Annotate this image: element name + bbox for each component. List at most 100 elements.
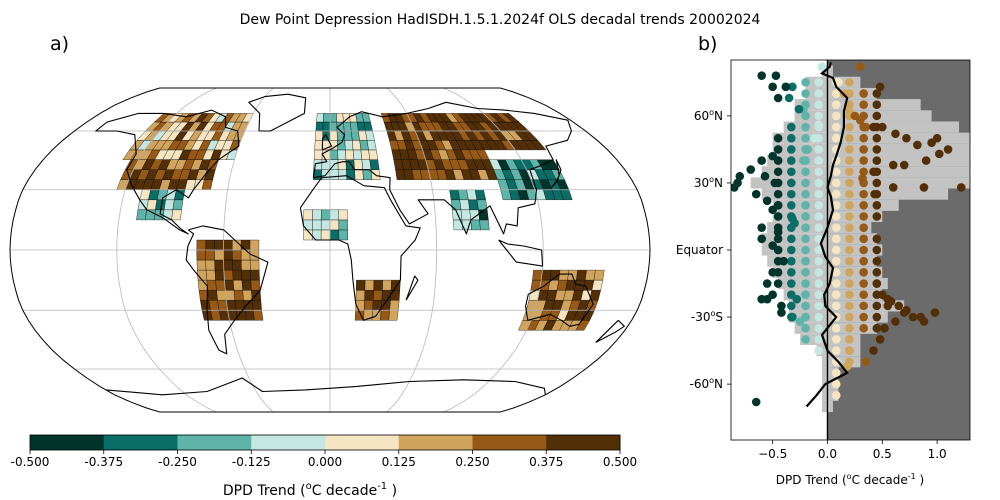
map-grid-cell	[337, 149, 347, 160]
map-grid-cell	[356, 279, 366, 291]
x-axis-label: DPD Trend (oC decade-1 )	[776, 472, 924, 487]
trend-point	[786, 245, 796, 255]
map-grid-cell	[196, 239, 206, 251]
trend-point	[731, 183, 739, 192]
trend-point	[859, 133, 868, 143]
trend-point	[773, 167, 783, 177]
trend-point	[859, 189, 868, 199]
trend-point	[831, 167, 841, 177]
trend-point	[875, 82, 885, 92]
trend-point	[927, 138, 936, 148]
trend-point	[891, 317, 900, 326]
map-grid-cell	[352, 149, 363, 160]
trend-point	[872, 256, 882, 266]
colorbar-tick-label: -0.250	[158, 455, 197, 469]
map-grid-cell	[329, 113, 337, 123]
map-grid-cell	[593, 269, 605, 281]
trend-point	[902, 306, 911, 315]
trend-point	[872, 178, 882, 188]
trend-point	[779, 256, 788, 266]
graticule	[10, 88, 650, 412]
trend-point	[786, 178, 796, 188]
y-tick-label: Equator	[676, 243, 723, 257]
trend-point	[845, 323, 854, 333]
map-grid-cell	[343, 121, 352, 132]
trend-point	[872, 234, 882, 244]
trend-point	[762, 196, 772, 206]
map-grid-cell	[225, 290, 236, 301]
trend-point	[762, 279, 772, 288]
trend-point	[858, 174, 867, 183]
trend-point	[872, 268, 882, 277]
trend-point	[845, 122, 854, 132]
map-grid-cell	[364, 290, 374, 301]
map-grid-cell	[459, 199, 470, 210]
trend-point	[814, 223, 824, 232]
map-grid-cell	[558, 269, 570, 281]
trend-point	[801, 78, 810, 87]
coastline	[498, 239, 544, 267]
trend-point	[872, 301, 882, 311]
trend-point	[814, 279, 824, 288]
trend-point	[768, 82, 777, 92]
map-grid-cell	[355, 290, 366, 301]
map-grid-cell	[205, 259, 216, 271]
trend-point	[814, 212, 824, 221]
colorbar-segment	[398, 435, 473, 450]
trend-point	[935, 149, 944, 159]
map-grid-cell	[197, 269, 207, 281]
trend-point	[757, 294, 766, 304]
trend-point	[801, 245, 810, 255]
coastline	[405, 275, 419, 301]
trend-point	[845, 312, 854, 322]
trend-point	[845, 189, 854, 199]
trend-point	[831, 200, 841, 210]
trend-point	[831, 212, 841, 221]
x-axis-label-close: )	[916, 473, 925, 487]
trend-point	[786, 200, 796, 210]
trend-point	[891, 129, 900, 139]
map-grid-cell	[214, 269, 225, 281]
x-tick-label: 1.0	[928, 447, 947, 461]
trend-point	[794, 104, 804, 114]
colorbar-tick-label: 0.500	[603, 455, 637, 469]
map-grid-cell	[355, 300, 365, 311]
map-grid-cell	[214, 259, 224, 271]
trend-point	[814, 323, 824, 333]
map-grid-cell	[242, 290, 253, 301]
zonal-range-band	[821, 367, 839, 379]
colorbar-label-deg: o	[306, 481, 312, 492]
map-grid-cell	[329, 219, 339, 231]
trend-point	[801, 178, 810, 188]
trend-point	[777, 308, 786, 317]
coastline	[525, 273, 594, 327]
map-grid-cell	[232, 249, 242, 261]
colorbar-segment	[30, 435, 105, 450]
map-grid-cell	[591, 279, 604, 291]
trend-point	[814, 156, 824, 165]
map-grid-cell	[315, 121, 324, 132]
map-grid-cell	[223, 249, 233, 261]
map-grid-cell	[382, 279, 392, 291]
coastline	[321, 134, 333, 151]
trend-point	[814, 189, 824, 199]
map-grid-cell	[320, 229, 331, 241]
trend-point	[845, 145, 854, 154]
trend-point	[859, 200, 868, 210]
figure-title: Dew Point Depression HadISDH.1.5.1.2024f…	[240, 12, 761, 28]
map-grid-cell	[312, 219, 322, 231]
colorbar-segment	[177, 435, 252, 450]
trend-point	[956, 183, 966, 192]
zonal-range-band	[821, 389, 839, 401]
trend-point	[859, 156, 868, 165]
trend-point	[845, 200, 854, 210]
coastline	[105, 377, 546, 396]
trend-point	[831, 268, 841, 277]
colorbar-label-close: )	[387, 483, 397, 499]
map-grid-cell	[329, 229, 340, 241]
trend-point	[845, 167, 854, 177]
trend-point	[801, 234, 810, 244]
trend-point	[760, 171, 770, 181]
map-grid-cell	[214, 249, 224, 261]
